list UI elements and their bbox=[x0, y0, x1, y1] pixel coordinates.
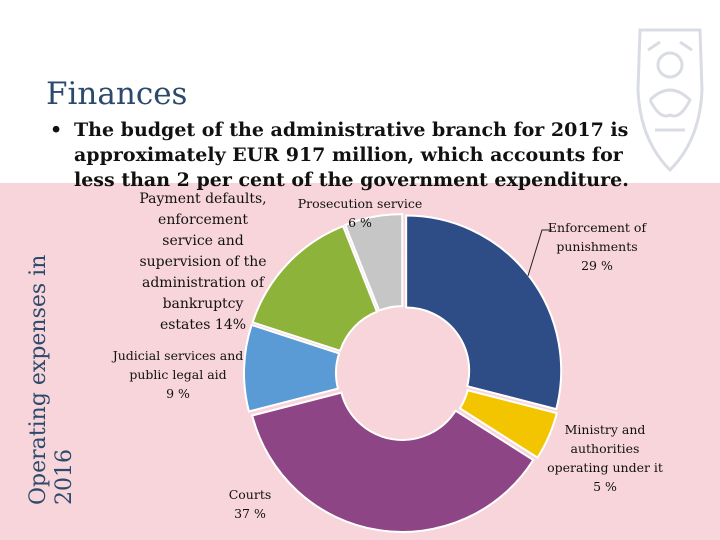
label-value: 37 % bbox=[234, 506, 266, 521]
label-line: operating under it bbox=[547, 460, 663, 475]
label-judicial-services: Judicial services and public legal aid 9… bbox=[98, 346, 258, 403]
bullet-icon: • bbox=[50, 119, 63, 141]
label-value: estates 14% bbox=[159, 317, 247, 333]
label-line: administration of bbox=[141, 275, 264, 291]
label-line: Judicial services and bbox=[112, 348, 244, 363]
donut-slice-ministry-and-authorities-operating-under-it bbox=[458, 389, 559, 460]
label-line: punishments bbox=[556, 239, 638, 254]
label-value: 6 % bbox=[348, 215, 372, 230]
bullet-text: The budget of the administrative branch … bbox=[74, 119, 629, 191]
label-line: service and bbox=[162, 233, 244, 249]
donut-slice-courts bbox=[251, 391, 535, 533]
label-value: 29 % bbox=[581, 258, 613, 273]
label-prosecution-service: Prosecution service 6 % bbox=[285, 194, 435, 232]
leader-line-enforcement-of-punishments bbox=[527, 229, 552, 277]
coat-of-arms-icon bbox=[620, 20, 720, 184]
label-enforcement-of-punishments: Enforcement of punishments 29 % bbox=[532, 218, 662, 275]
label-value: 9 % bbox=[166, 386, 190, 401]
label-line: Courts bbox=[228, 487, 272, 502]
donut-slices bbox=[243, 213, 563, 533]
page-title: Finances bbox=[46, 76, 188, 112]
leader-lines bbox=[527, 229, 552, 277]
label-line: Prosecution service bbox=[297, 196, 423, 211]
budget-bullet: • The budget of the administrative branc… bbox=[50, 118, 650, 193]
label-line: bankruptcy bbox=[162, 296, 244, 312]
donut-slice-enforcement-of-punishments bbox=[405, 214, 563, 411]
label-line: public legal aid bbox=[129, 367, 227, 382]
label-courts: Courts 37 % bbox=[210, 485, 290, 523]
label-value: 5 % bbox=[593, 479, 617, 494]
donut-slice-prosecution-service bbox=[343, 213, 404, 312]
label-line: supervision of the bbox=[139, 254, 267, 270]
label-line: authorities bbox=[570, 441, 640, 456]
label-line: Enforcement of bbox=[547, 220, 647, 235]
label-line: Ministry and bbox=[564, 422, 646, 437]
donut-slice-payment-defaults-enforcement-service-and-supervision-of-the-administration-of-bankruptcy-estates bbox=[251, 224, 379, 353]
label-payment-defaults: Payment defaults, enforcement service an… bbox=[128, 189, 278, 336]
label-ministry: Ministry and authorities operating under… bbox=[535, 420, 675, 496]
label-line: Payment defaults, bbox=[139, 191, 267, 207]
donut-slice-judicial-services-and-public-legal-aid bbox=[243, 323, 341, 413]
label-line: enforcement bbox=[158, 212, 248, 228]
